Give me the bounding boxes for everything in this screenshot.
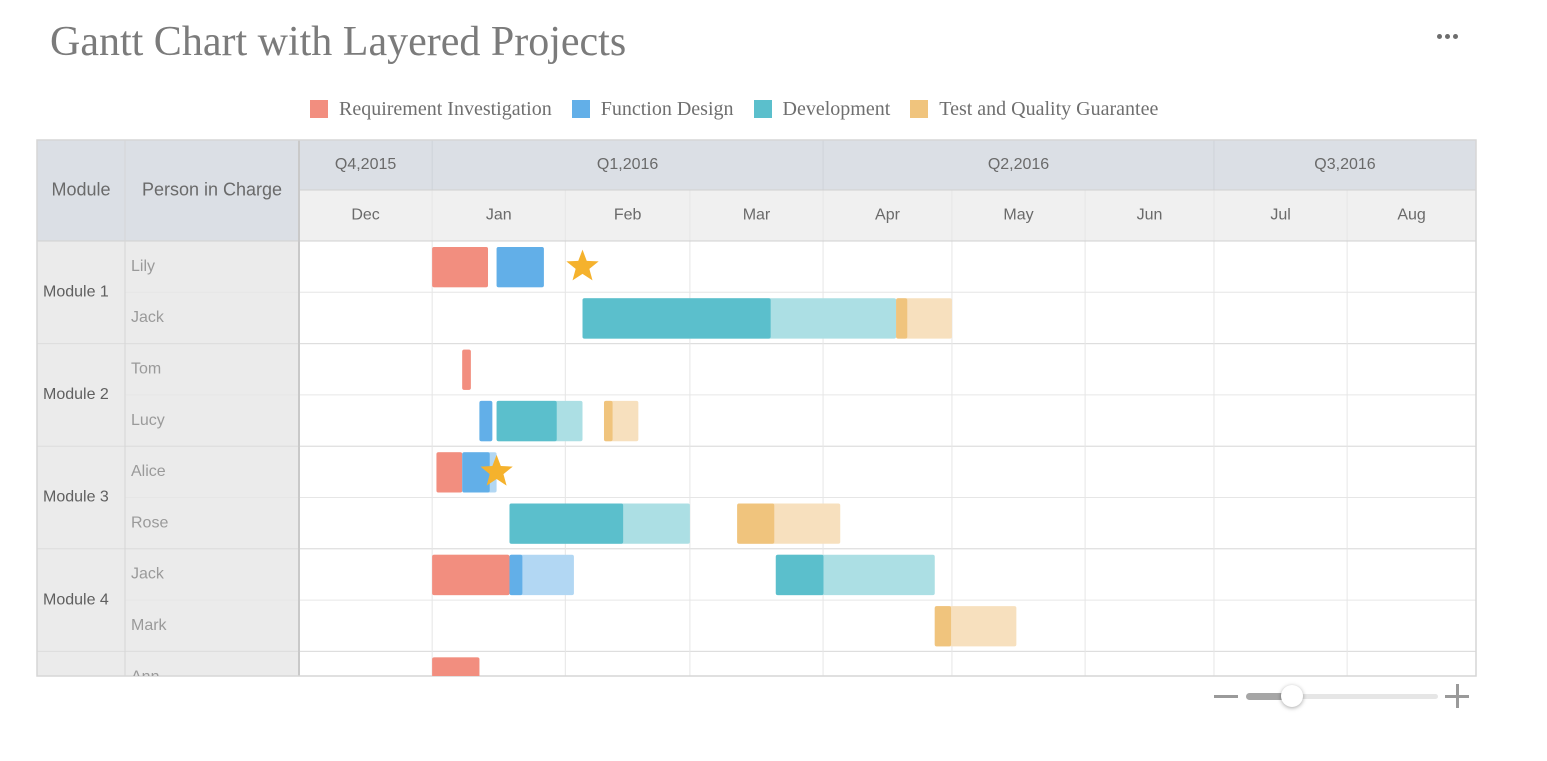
task-bar-progress — [737, 503, 775, 544]
dot — [1444, 33, 1450, 39]
task-bar — [432, 247, 489, 288]
module-label: Module 2 — [43, 386, 109, 403]
month-label: Mar — [743, 207, 771, 224]
task-bar — [509, 503, 690, 544]
task-bar — [496, 247, 544, 288]
person-label: Tom — [131, 360, 161, 377]
header-quarter-bg — [299, 140, 1476, 190]
month-label: Feb — [614, 207, 642, 224]
legend-item-function-design[interactable]: Function Design — [571, 97, 734, 121]
legend-swatch — [310, 100, 328, 118]
quarter-label: Q4,2015 — [335, 156, 396, 173]
task-bar-track — [934, 606, 1017, 647]
task-bar-progress — [775, 554, 824, 596]
star-icon — [480, 454, 513, 486]
legend-item-requirement-investigation[interactable]: Requirement Investigation — [310, 98, 552, 121]
legend-label: Requirement Investigation — [339, 97, 552, 120]
header-month-bg — [299, 190, 1476, 241]
task-bar — [436, 452, 463, 493]
person-label: Ann — [131, 668, 159, 685]
task-bar-progress — [934, 606, 952, 647]
task-bar — [603, 400, 639, 442]
quarter-label: Q2,2016 — [988, 156, 1049, 173]
task-bar — [775, 554, 935, 596]
person-label: Lucy — [131, 412, 165, 429]
task-bar — [582, 298, 897, 339]
task-bar — [896, 298, 952, 339]
grid-left-bg — [37, 241, 299, 676]
task-bar-progress — [432, 247, 489, 288]
grid-lines — [37, 291, 1476, 652]
row-labels: Lily Jack Tom Lucy Alice Rose Jack Mark Ann Modul… — [43, 258, 168, 685]
module-label: Module 3 — [43, 489, 109, 506]
legend-label: Development — [782, 97, 891, 120]
month-label: May — [1003, 207, 1033, 224]
legend-swatch — [910, 100, 929, 118]
task-bar-progress — [462, 452, 490, 493]
legend-item-test-quality[interactable]: Test and Quality Guarantee — [910, 98, 1158, 121]
zoom-handle[interactable] — [1280, 685, 1303, 707]
module-label: Module 4 — [43, 591, 109, 608]
star-icon — [566, 249, 599, 281]
month-label: Apr — [875, 207, 901, 224]
task-bar-track — [896, 298, 952, 339]
legend-swatch — [753, 100, 772, 118]
legend-item-development[interactable]: Development — [753, 97, 891, 121]
column-header-module: Module — [51, 179, 110, 199]
person-label: Mark — [131, 617, 168, 634]
legend: Requirement Investigation Function Desig… — [310, 97, 1178, 121]
column-header-person: Person in Charge — [142, 179, 282, 199]
month-label: Jul — [1270, 207, 1290, 224]
zoom-track[interactable] — [1246, 694, 1438, 699]
dot — [1452, 33, 1458, 39]
month-label: Jun — [1137, 207, 1163, 224]
task-bar-progress — [509, 554, 523, 596]
month-label: Aug — [1397, 207, 1425, 224]
task-bar — [496, 400, 583, 442]
quarter-label: Q3,2016 — [1314, 156, 1375, 173]
month-label: Dec — [351, 207, 379, 224]
task-bar-progress — [582, 298, 771, 339]
person-label: Jack — [131, 566, 165, 583]
page-title: Gantt Chart with Layered Projects — [50, 19, 627, 65]
task-bar-progress — [496, 400, 557, 442]
task-bar-progress — [479, 400, 493, 442]
task-bar-progress — [462, 349, 471, 390]
task-bar — [509, 554, 574, 596]
person-label: Lily — [131, 258, 155, 275]
task-bar-progress — [496, 247, 544, 288]
task-bar-track — [509, 554, 574, 596]
zoom-out-icon[interactable] — [1214, 695, 1238, 698]
task-bar-progress — [432, 657, 480, 676]
task-bar-progress — [436, 452, 463, 493]
task-bar — [934, 606, 1017, 647]
person-label: Jack — [131, 309, 165, 326]
month-label: Jan — [486, 207, 512, 224]
quarter-label: Q1,2016 — [597, 156, 658, 173]
task-bar — [462, 349, 471, 390]
zoom-slider[interactable] — [1214, 684, 1470, 708]
task-bar — [432, 657, 480, 676]
more-dots-icon[interactable] — [1430, 24, 1464, 48]
person-label: Alice — [131, 463, 166, 480]
zoom-in-icon[interactable] — [1445, 684, 1469, 708]
task-bar — [432, 554, 510, 596]
person-label: Rose — [131, 514, 168, 531]
legend-swatch — [571, 100, 590, 118]
legend-label: Test and Quality Guarantee — [939, 97, 1159, 120]
task-bar-progress — [432, 554, 510, 596]
zoom-fill — [1246, 693, 1291, 700]
header-left-bg — [37, 140, 299, 241]
module-label: Module 1 — [43, 284, 109, 301]
legend-label: Function Design — [600, 97, 734, 120]
task-bar-progress — [509, 503, 624, 544]
task-bar — [479, 400, 493, 442]
dot — [1436, 33, 1442, 39]
task-bar-progress — [896, 298, 908, 339]
task-bar — [737, 503, 841, 544]
grid-frame — [36, 139, 1477, 677]
task-bar-progress — [603, 400, 613, 442]
task-bars — [432, 247, 1017, 676]
